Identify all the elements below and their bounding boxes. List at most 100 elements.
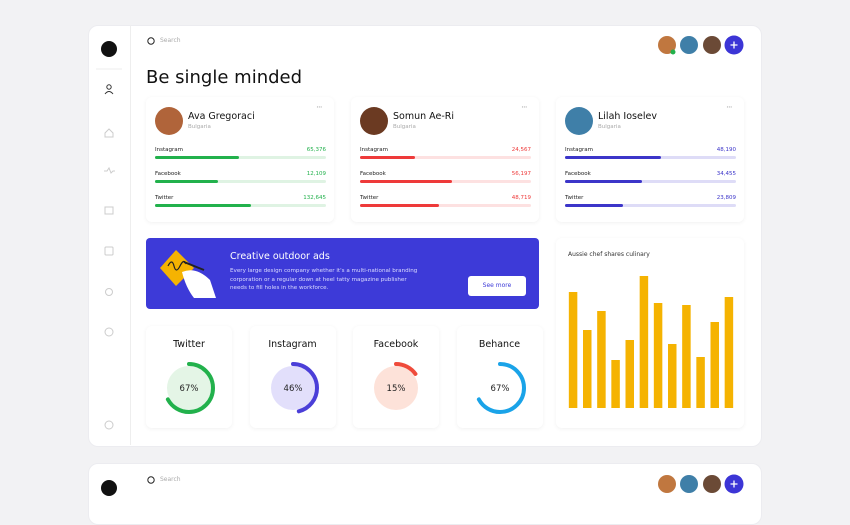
stat-value: 48,719 [511, 195, 531, 201]
stat-label: Facebook [565, 171, 591, 177]
donut: 67% [473, 362, 526, 414]
progress-bar [155, 204, 251, 207]
nav-icon[interactable] [104, 246, 114, 256]
stat-label: Twitter [155, 195, 174, 201]
donut-label: Twitter [173, 339, 205, 350]
bar [710, 322, 719, 408]
progress-track [565, 180, 736, 183]
sidebar-divider [130, 25, 131, 445]
logo [101, 480, 117, 496]
avatar[interactable] [703, 475, 721, 493]
profile-location: Bulgaria [598, 124, 621, 130]
more-menu[interactable]: ··· [726, 103, 733, 113]
stat-label: Instagram [155, 147, 183, 153]
nav-icon[interactable] [104, 327, 114, 337]
donut: 46% [266, 362, 319, 414]
status-dot [670, 49, 676, 55]
donut-value: 67% [490, 384, 509, 394]
donut-center [374, 366, 418, 410]
nav-icon[interactable] [104, 91, 114, 95]
nav-icon[interactable] [104, 206, 114, 215]
progress-track [565, 204, 736, 207]
avatar[interactable] [680, 36, 698, 54]
progress-bar [155, 180, 219, 183]
donut-card: Facebook 15% [353, 326, 439, 428]
profile-name: Somun Ae-Ri [393, 111, 455, 122]
progress-bar [565, 180, 642, 183]
avatar[interactable] [658, 475, 676, 493]
donut-label: Instagram [268, 339, 317, 350]
chart-card: Aussie chef shares culinary [556, 238, 744, 428]
bar [668, 344, 677, 408]
plus [730, 41, 738, 49]
progress-bar [155, 156, 239, 159]
donut-label: Facebook [373, 339, 419, 350]
bar [696, 357, 705, 408]
avatar [360, 107, 388, 135]
progress-track [360, 156, 531, 159]
progress-track [155, 180, 326, 183]
stat-value: 12,109 [306, 171, 326, 177]
banner: Creative outdoor ads Every large design … [146, 238, 539, 309]
stat-value: 65,376 [306, 147, 326, 153]
stat-value: 24,567 [511, 147, 531, 153]
donut-arc [266, 362, 319, 414]
donut-label: Behance [478, 339, 521, 350]
nav-icon[interactable] [106, 84, 112, 90]
nav-icon[interactable] [104, 420, 114, 430]
chart [568, 276, 734, 408]
search-input[interactable]: Search [160, 37, 181, 44]
header-avatars [658, 35, 744, 494]
chart-title: Aussie chef shares culinary [568, 251, 650, 258]
bar [653, 303, 663, 408]
see-more-button[interactable]: See more [468, 276, 526, 296]
bar [639, 276, 649, 408]
donut-arc [163, 362, 215, 414]
stat-label: Instagram [360, 147, 388, 153]
logo [101, 41, 117, 57]
donut-center [270, 366, 315, 410]
banner-title: Creative outdoor ads [230, 251, 330, 262]
avatar [155, 107, 183, 135]
bar [597, 311, 606, 408]
nav-icon[interactable] [104, 128, 114, 138]
donut-arc [473, 362, 526, 414]
donut-value: 46% [283, 384, 302, 394]
avatar[interactable] [658, 36, 676, 54]
search-icon[interactable] [147, 37, 155, 45]
bar [611, 360, 620, 408]
progress-bar [360, 156, 415, 159]
stat-label: Facebook [155, 171, 181, 177]
bar [724, 297, 734, 408]
avatar[interactable] [680, 475, 698, 493]
nav-icon[interactable] [104, 166, 115, 174]
avatar[interactable] [703, 36, 721, 54]
progress-bar [360, 204, 439, 207]
donut-center [167, 366, 211, 410]
plus [730, 480, 738, 488]
stat-value: 56,197 [511, 171, 531, 177]
progress-track [360, 204, 531, 207]
bar [682, 305, 691, 408]
stat-label: Twitter [565, 195, 584, 201]
progress-bar [360, 180, 453, 183]
stat-value: 23,809 [716, 195, 736, 201]
search-icon[interactable] [147, 476, 155, 484]
donut-arc [370, 362, 422, 414]
donut: 67% [163, 362, 215, 414]
more-menu[interactable]: ··· [316, 103, 323, 113]
more-menu[interactable]: ··· [521, 103, 528, 113]
stat-value: 132,645 [303, 195, 326, 201]
bar [583, 330, 592, 408]
progress-track [155, 156, 326, 159]
donut-center [477, 366, 522, 410]
donut-value: 15% [387, 384, 406, 394]
nav-icon[interactable] [105, 288, 113, 296]
profile-location: Bulgaria [393, 124, 416, 130]
donut-card: Behance 67% [456, 326, 543, 428]
donut: 15% [370, 362, 422, 414]
search-input[interactable]: Search [160, 476, 181, 483]
stat-value: 34,455 [716, 171, 736, 177]
progress-bar [565, 204, 624, 207]
avatar [565, 107, 593, 135]
